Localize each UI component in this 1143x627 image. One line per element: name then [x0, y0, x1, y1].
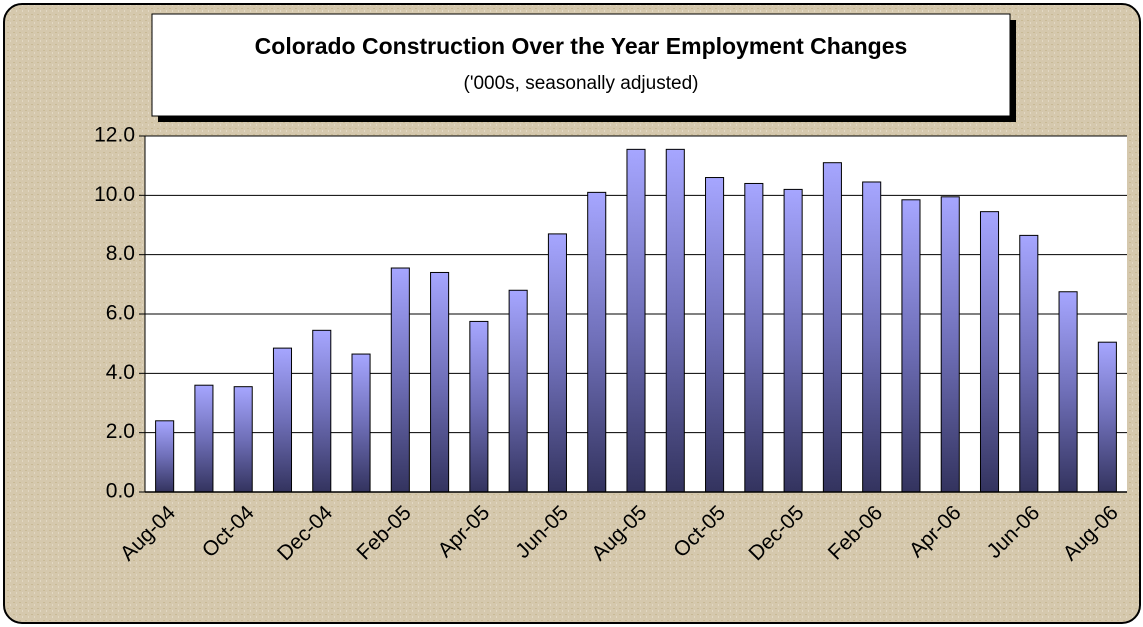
bar: [1058, 291, 1078, 493]
bar: [744, 182, 764, 493]
y-tick-label: 0.0: [106, 480, 135, 503]
bar: [1019, 234, 1039, 493]
bar: [705, 177, 725, 493]
y-tick-label: 6.0: [106, 302, 135, 325]
y-tick-label: 10.0: [94, 183, 135, 206]
bar: [430, 271, 450, 493]
bar: [233, 386, 253, 493]
bar: [508, 289, 528, 493]
bar: [940, 196, 960, 493]
title-box: [151, 13, 1011, 117]
bar: [194, 384, 214, 493]
bar: [312, 329, 332, 493]
bar: [587, 191, 607, 493]
bar: [862, 181, 882, 493]
bar: [351, 353, 371, 493]
bar: [626, 148, 646, 493]
bar: [469, 320, 489, 493]
y-tick-label: 12.0: [94, 124, 135, 147]
chart-title: Colorado Construction Over the Year Empl…: [255, 33, 908, 59]
bar: [390, 267, 410, 493]
y-tick-label: 8.0: [106, 242, 135, 265]
chart-subtitle: ('000s, seasonally adjusted): [464, 73, 699, 94]
bar: [155, 420, 175, 493]
bar: [822, 162, 842, 493]
bar: [783, 188, 803, 493]
bar: [547, 233, 567, 493]
bar: [979, 211, 1000, 493]
bar: [901, 199, 921, 493]
bar: [665, 148, 685, 493]
y-tick-label: 4.0: [106, 361, 135, 384]
bar: [1097, 341, 1117, 493]
bar: [272, 347, 293, 493]
y-tick-label: 2.0: [106, 420, 135, 443]
